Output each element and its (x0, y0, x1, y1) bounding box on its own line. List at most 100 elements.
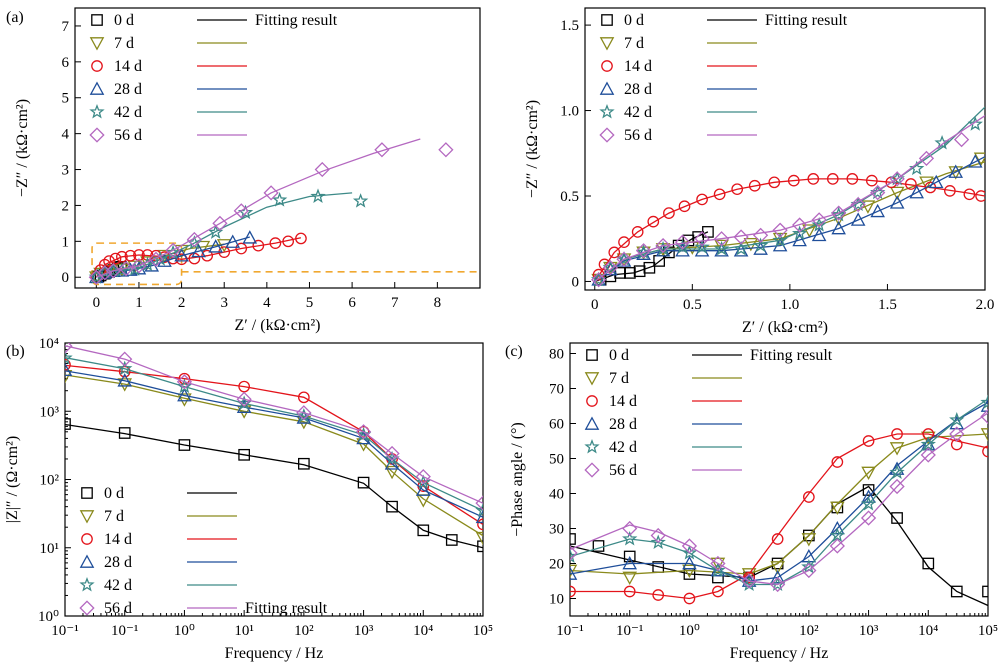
x-tick-label: 10⁻¹ (556, 623, 583, 639)
legend-label: 0 d (104, 485, 124, 502)
data-point-d0 (570, 533, 576, 545)
x-tick-label: 1.0 (781, 297, 800, 313)
data-point-d56 (415, 469, 431, 485)
legend-marker-d14 (81, 533, 93, 545)
data-point-d42 (271, 191, 288, 207)
data-point-d42 (352, 193, 369, 208)
data-point-d28 (131, 261, 147, 275)
legend-marker-d56 (584, 462, 600, 478)
x-tick-label: 6 (348, 295, 356, 311)
y-tick-label: 80 (549, 347, 564, 363)
x-tick-label: 2.0 (976, 297, 995, 313)
legend-label: 7 d (609, 370, 629, 387)
data-point-d42 (694, 239, 710, 254)
y-tick-label: 10⁴ (39, 336, 59, 352)
x-axis-title: Frequency / Hz (225, 645, 324, 662)
y-tick-label: 50 (549, 452, 564, 468)
legend-label: 56 d (104, 600, 132, 617)
legend-item-d28: 28 d (89, 81, 247, 98)
data-point-d42 (791, 225, 808, 241)
legend-item-d7: 7 d (79, 508, 237, 525)
legend: 0 d 7 d 14 d 28 d 42 d 56 d Fitting result (599, 12, 848, 144)
series-d56 (88, 138, 454, 285)
data-point-d28 (861, 489, 876, 503)
fit-line-d28 (594, 156, 985, 283)
data-point-d42 (650, 534, 666, 550)
legend-marker-d14 (586, 395, 598, 407)
y-tick-label: 0 (62, 270, 70, 286)
data-point-d42 (830, 206, 847, 222)
series-d56 (591, 115, 985, 288)
data-point-d56 (602, 260, 618, 276)
legend-label: 56 d (609, 462, 637, 479)
data-point-d14 (787, 174, 800, 187)
y-tick-label: 40 (549, 487, 564, 503)
legend-label: 0 d (624, 12, 644, 29)
data-point-d14 (950, 438, 963, 451)
data-point-d14 (269, 237, 282, 249)
x-tick-label: 0.5 (683, 297, 702, 313)
data-point-d28 (850, 212, 866, 226)
data-point-d56 (681, 538, 698, 554)
data-point-d14 (570, 585, 576, 598)
data-point-d56 (694, 231, 710, 247)
data-point-d56 (355, 424, 372, 440)
y-tick-label: 30 (549, 522, 564, 538)
data-point-d42 (710, 562, 726, 578)
data-point-d56 (650, 527, 666, 544)
legend-item-d7: 7 d (599, 35, 757, 52)
x-tick-label: 10⁰ (174, 623, 195, 639)
x-tick-label: 8 (434, 295, 442, 311)
data-point-d7 (802, 224, 817, 238)
plot-frame (569, 342, 989, 617)
y-tick-label: 10⁰ (38, 609, 59, 625)
zoom-region-box (91, 242, 183, 286)
legend-marker-d7 (584, 372, 600, 386)
data-point-d28 (174, 248, 189, 262)
x-axis-title: Frequency / Hz (730, 645, 829, 662)
legend-marker-d7 (79, 510, 95, 524)
data-point-d14 (295, 232, 307, 245)
data-point-d42 (355, 426, 372, 442)
legend-item-d14: 14 d (601, 58, 757, 75)
y-ticks: 0 1 2 3 4 5 6 7 (62, 19, 81, 286)
data-point-d0 (623, 550, 636, 563)
data-point-d28 (831, 220, 846, 235)
legend-item-d14: 14 d (586, 393, 742, 410)
data-point-d14 (477, 518, 483, 531)
x-tick-label: 10³ (354, 623, 374, 639)
data-point-d14 (109, 252, 122, 265)
data-point-d14 (98, 258, 111, 271)
data-point-d56 (870, 184, 886, 201)
data-point-d42 (752, 237, 769, 253)
plot-frame (584, 7, 986, 291)
data-point-d28 (225, 234, 241, 248)
data-point-d56 (811, 212, 827, 228)
legend-fit-label: Fitting result (245, 600, 328, 617)
data-point-d7 (384, 465, 400, 480)
legend-label: 56 d (624, 127, 652, 144)
data-point-d56 (105, 263, 121, 279)
x-tick-label: 3 (220, 295, 228, 311)
data-point-d14 (608, 246, 621, 259)
data-point-d0 (477, 540, 483, 553)
x-tick-label: 5 (306, 295, 314, 311)
legend-label: 14 d (609, 393, 637, 410)
data-point-d7 (710, 557, 726, 572)
data-point-d56 (713, 231, 730, 247)
plot-area (570, 394, 988, 607)
plot-frame (74, 7, 481, 289)
data-point-d14 (663, 207, 675, 219)
data-point-d14 (862, 435, 875, 447)
data-point-d7 (980, 428, 988, 442)
x-tick-label: 0 (591, 297, 599, 313)
data-point-d14 (963, 188, 976, 201)
y-ticks: 0 0.5 1.0 1.5 (560, 18, 591, 290)
data-point-d14 (116, 250, 128, 263)
data-point-d28 (191, 243, 206, 258)
y-tick-label: 0.5 (560, 189, 579, 205)
legend-marker-d0 (586, 349, 598, 361)
data-point-d7 (889, 186, 905, 201)
data-point-d56 (920, 447, 936, 463)
data-point-d42 (967, 116, 983, 131)
